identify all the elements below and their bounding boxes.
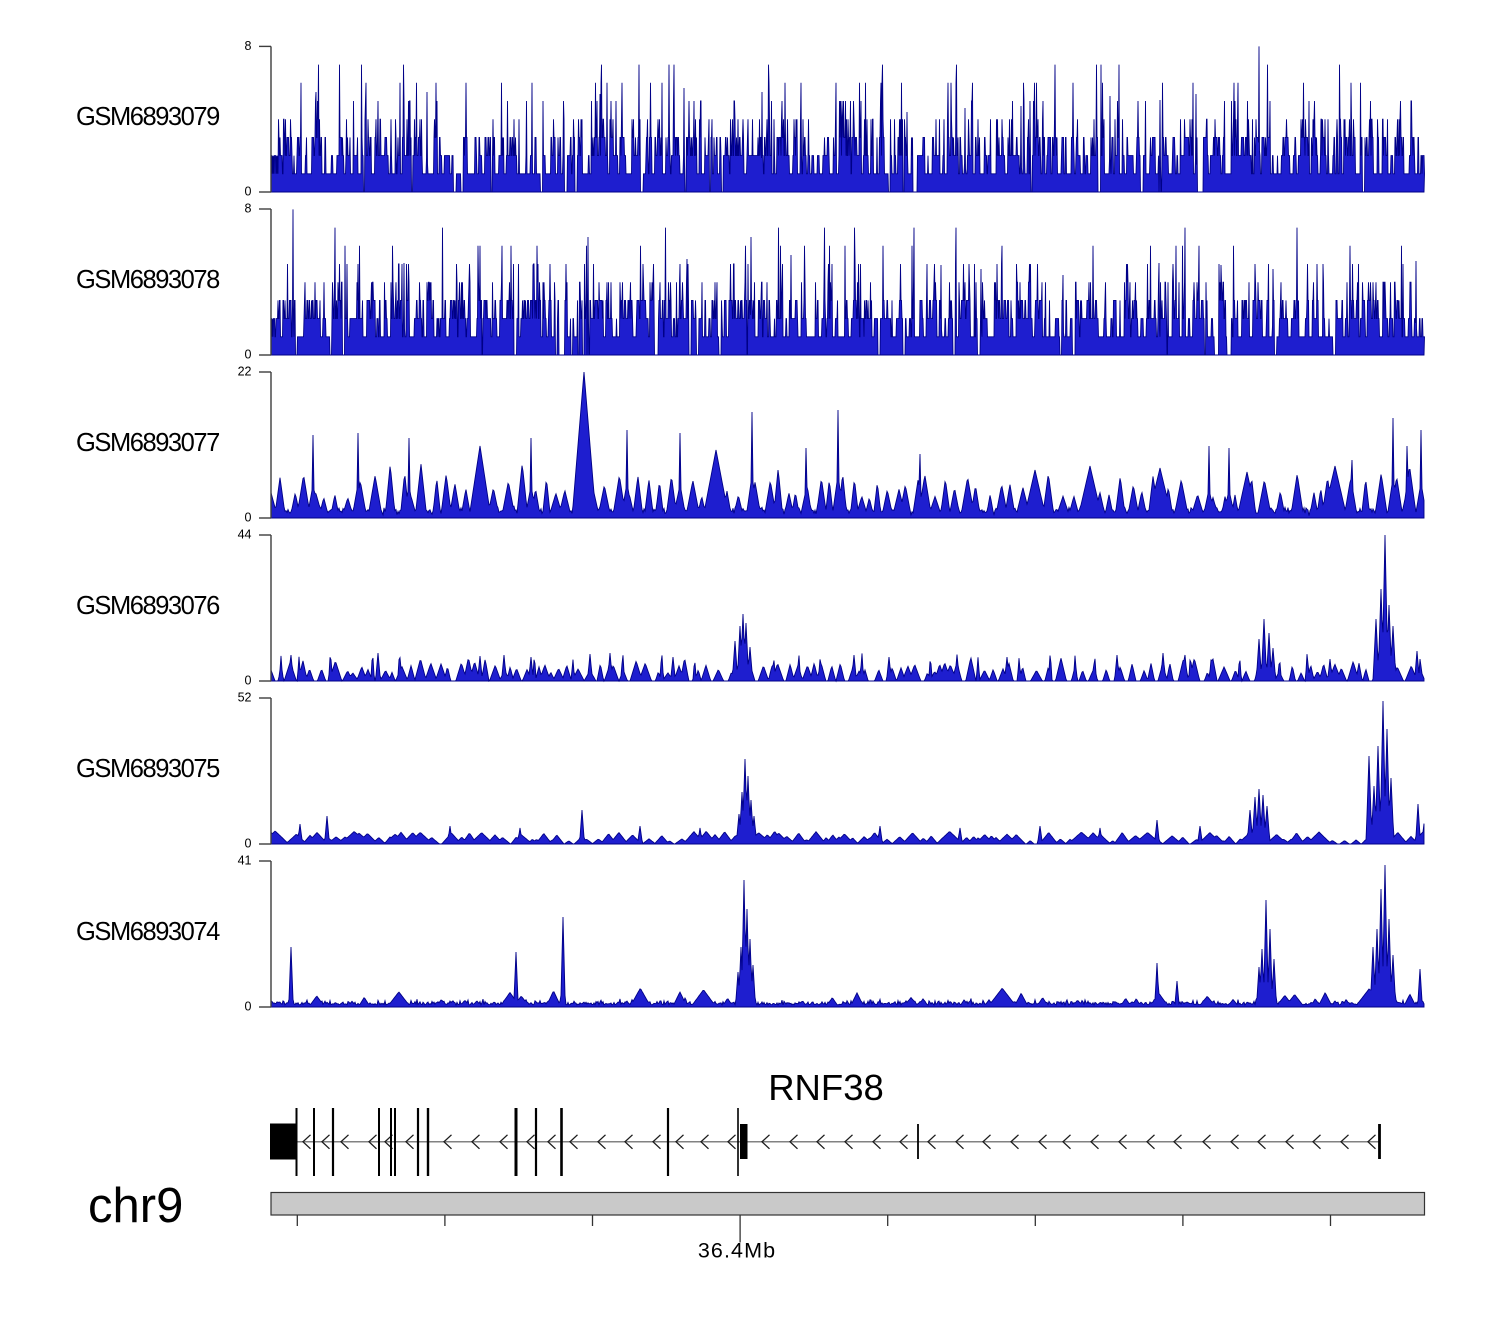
svg-text:0: 0 <box>245 348 252 362</box>
svg-text:GSM6893075: GSM6893075 <box>76 755 220 783</box>
svg-text:RNF38: RNF38 <box>768 1067 884 1108</box>
svg-text:GSM6893076: GSM6893076 <box>76 592 220 620</box>
svg-text:0: 0 <box>245 185 252 199</box>
svg-text:52: 52 <box>238 691 252 705</box>
svg-text:0: 0 <box>245 1000 252 1014</box>
svg-text:GSM6893078: GSM6893078 <box>76 266 220 294</box>
svg-text:8: 8 <box>245 39 252 53</box>
svg-text:36.4Mb: 36.4Mb <box>698 1239 776 1263</box>
svg-text:GSM6893079: GSM6893079 <box>76 103 219 131</box>
svg-text:0: 0 <box>245 511 252 525</box>
svg-text:22: 22 <box>238 365 252 379</box>
svg-text:8: 8 <box>245 202 252 216</box>
svg-text:chr9: chr9 <box>88 1179 183 1233</box>
svg-text:41: 41 <box>238 854 252 868</box>
svg-text:44: 44 <box>238 528 252 542</box>
svg-text:GSM6893077: GSM6893077 <box>76 429 219 457</box>
svg-text:0: 0 <box>245 837 252 851</box>
svg-text:GSM6893074: GSM6893074 <box>76 918 220 946</box>
svg-text:0: 0 <box>245 674 252 688</box>
